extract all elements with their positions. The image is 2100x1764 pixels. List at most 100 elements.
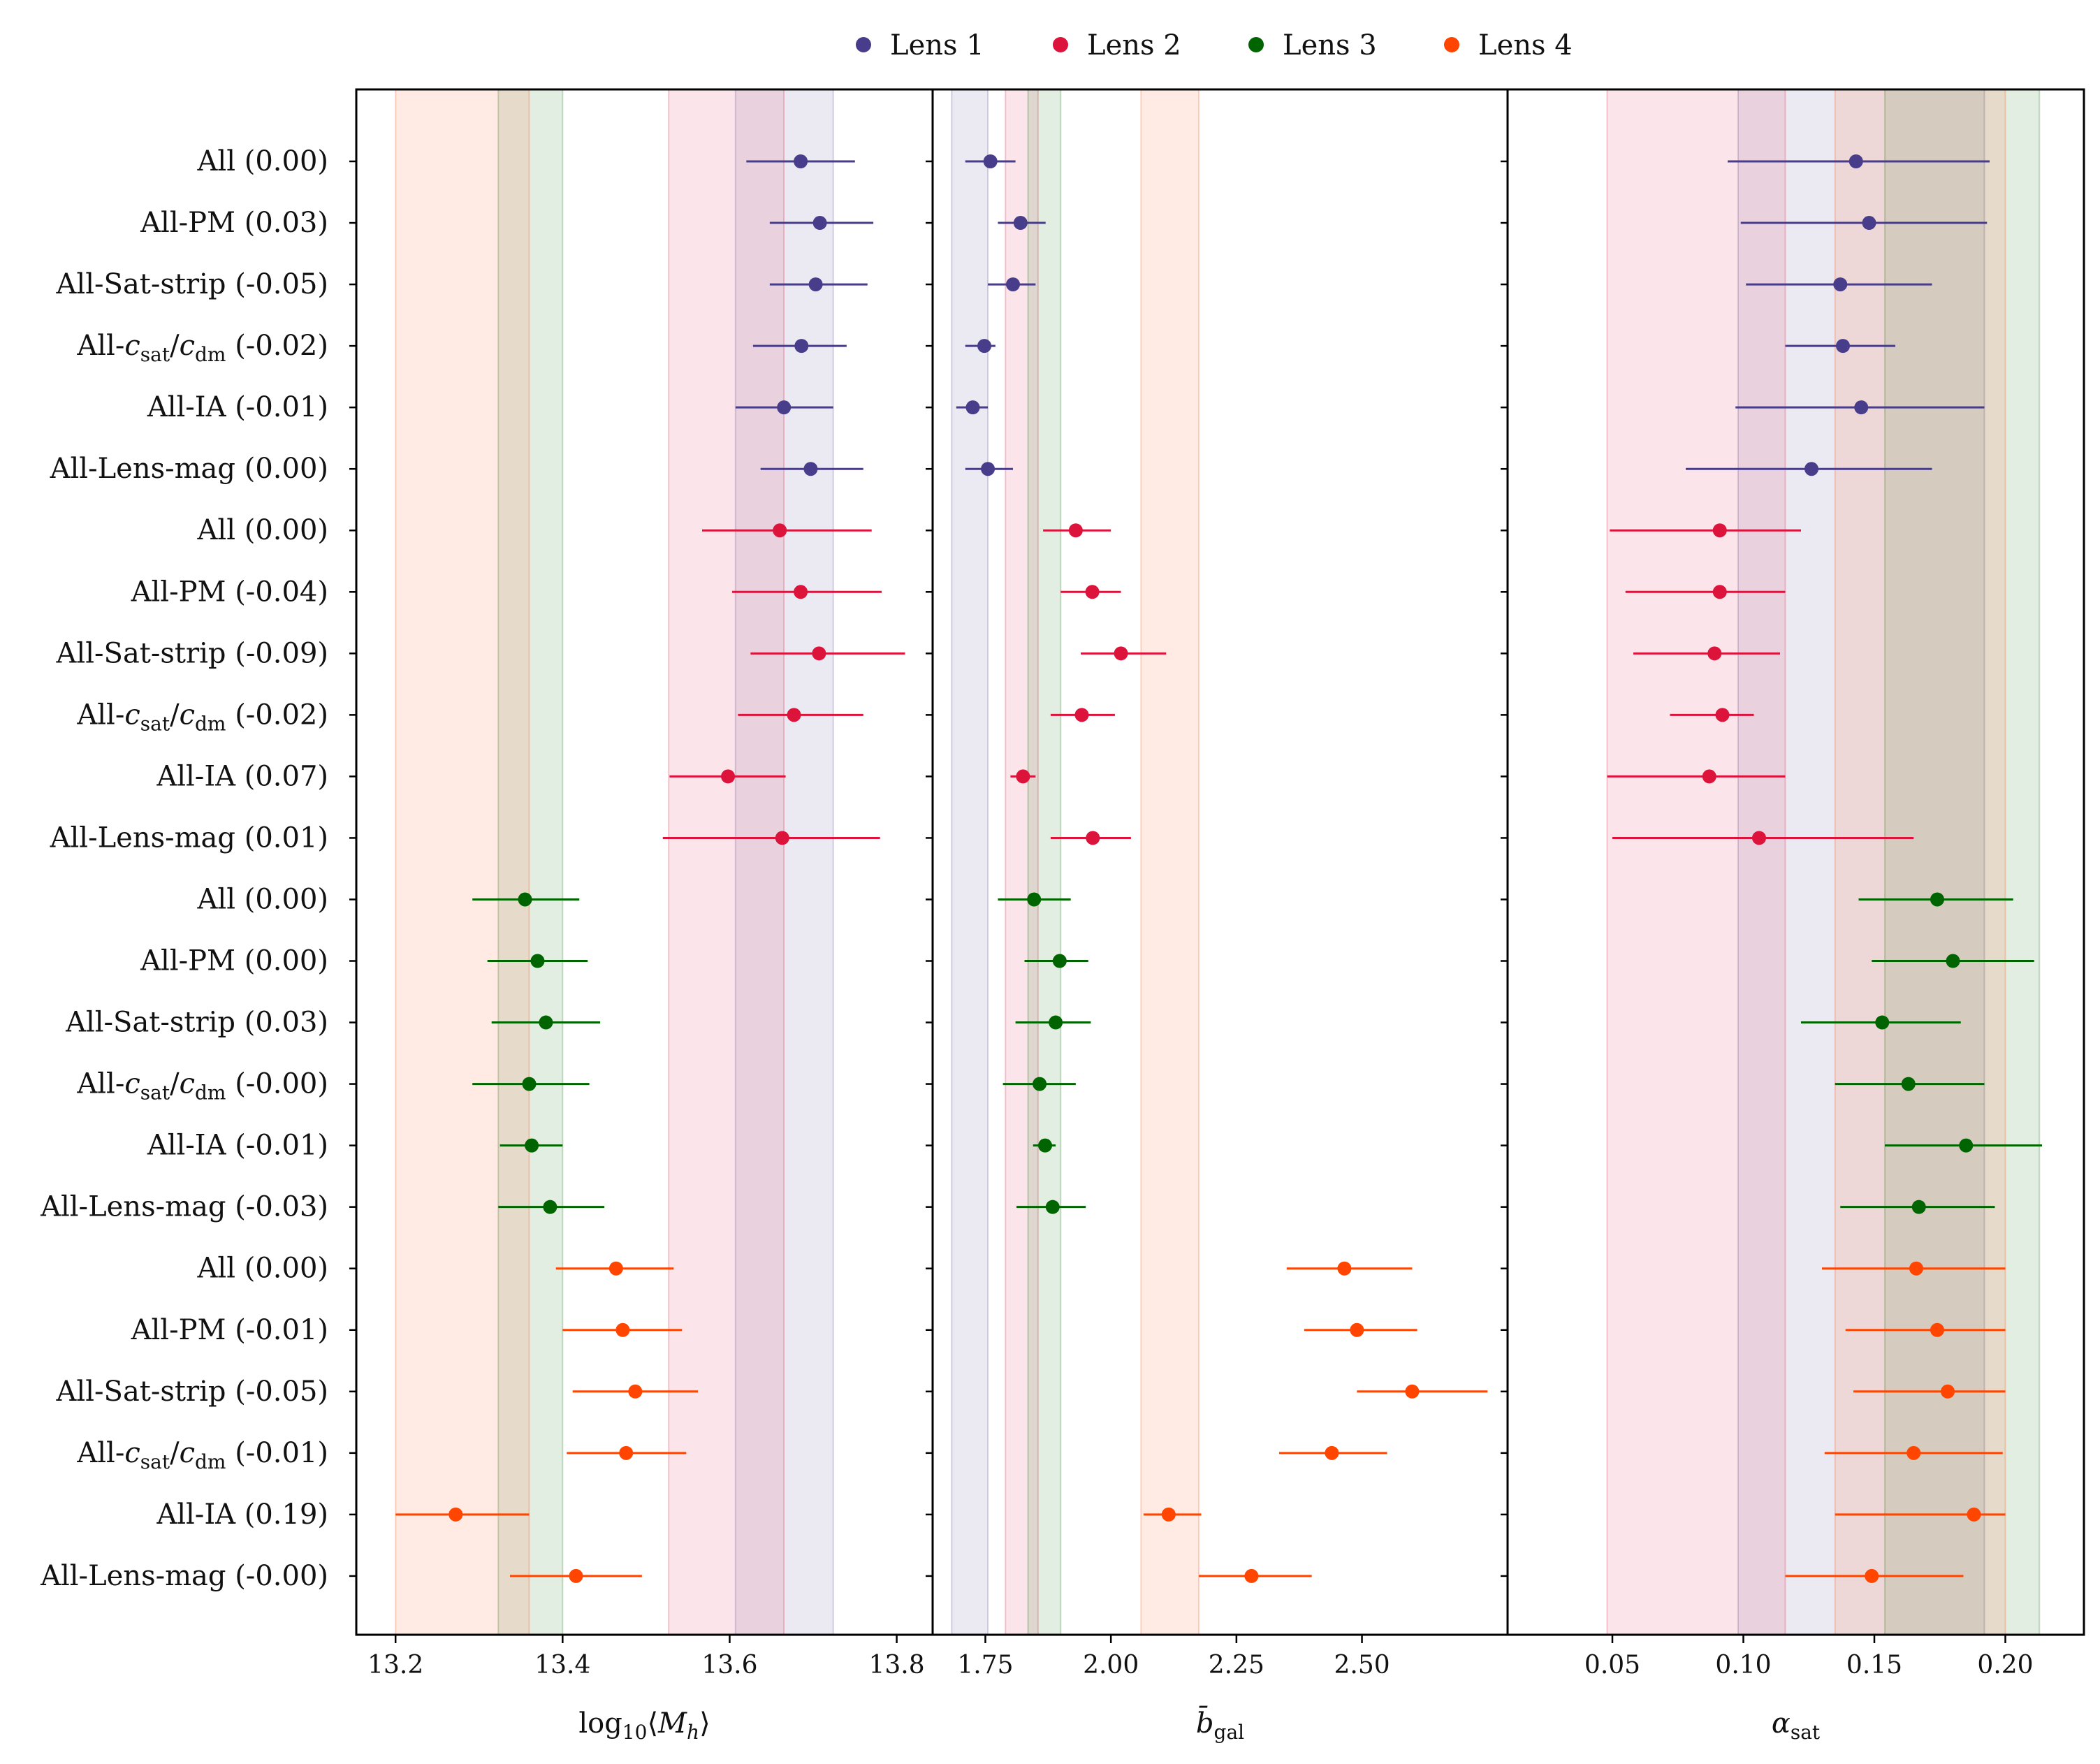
point-panel3-row24 [1865, 1568, 1879, 1583]
row-label: All (0.00) [197, 883, 328, 915]
xtick-label: 2.00 [1083, 1651, 1139, 1679]
row-label: All-IA (0.19) [156, 1499, 328, 1531]
point-panel2-row4 [977, 339, 992, 353]
row-label: All-PM (0.00) [140, 945, 328, 977]
point-panel1-row22 [619, 1445, 634, 1460]
row-label: All-csat/cdm (-0.00) [76, 1068, 328, 1105]
band-panel2-lens4 [1140, 89, 1200, 1635]
point-panel3-row13 [1930, 892, 1944, 907]
point-panel3-row20 [1930, 1322, 1944, 1337]
xtick-label: 0.05 [1584, 1651, 1640, 1679]
point-panel2-row10 [1074, 708, 1089, 722]
legend-label-lens-1: Lens 1 [890, 29, 984, 61]
point-panel2-row23 [1161, 1507, 1176, 1522]
point-panel2-row11 [1016, 769, 1030, 784]
row-label: All-Sat-strip (-0.05) [56, 268, 328, 300]
point-panel2-row3 [1006, 277, 1021, 292]
point-panel1-row20 [615, 1322, 630, 1337]
point-panel1-row23 [449, 1507, 463, 1522]
band-panel1-lens1 [734, 89, 834, 1635]
point-panel3-row21 [1941, 1384, 1955, 1399]
xtick-label: 0.15 [1846, 1651, 1902, 1679]
xtick-label: 0.20 [1977, 1651, 2033, 1679]
xtick-label: 1.75 [957, 1651, 1013, 1679]
legend-marker-lens-4 [1444, 37, 1459, 52]
point-panel1-row21 [628, 1384, 643, 1399]
band-panel1-lens4 [395, 89, 530, 1635]
legend-marker-lens-3 [1248, 37, 1264, 52]
xtick-label: 13.4 [534, 1651, 590, 1679]
row-label: All-PM (-0.04) [131, 576, 328, 608]
point-panel2-row9 [1114, 646, 1128, 661]
point-panel1-row6 [803, 462, 818, 476]
row-label: All-Lens-mag (0.01) [50, 822, 328, 854]
point-panel3-row12 [1752, 831, 1766, 845]
point-panel2-row24 [1244, 1568, 1259, 1583]
point-panel3-row9 [1707, 646, 1722, 661]
row-label: All-csat/cdm (-0.02) [76, 699, 328, 735]
point-panel2-row18 [1045, 1200, 1060, 1214]
legend-marker-lens-2 [1053, 37, 1068, 52]
point-panel2-row13 [1027, 892, 1042, 907]
legend-marker-lens-1 [856, 37, 871, 52]
band-panel3-lens2 [1606, 89, 1786, 1635]
row-label: All-IA (0.07) [156, 760, 328, 792]
point-panel1-row11 [721, 769, 736, 784]
row-label: All-PM (0.03) [140, 207, 328, 239]
row-label: All-IA (-0.01) [147, 391, 328, 423]
row-label: All (0.00) [197, 1253, 328, 1285]
row-label: All-PM (-0.01) [131, 1314, 328, 1346]
point-panel2-row22 [1325, 1445, 1339, 1460]
row-label: All-IA (-0.01) [147, 1130, 328, 1162]
point-panel2-row14 [1052, 954, 1067, 968]
row-label: All-Lens-mag (0.00) [50, 453, 328, 485]
point-panel3-row7 [1712, 523, 1727, 538]
point-panel2-row17 [1038, 1138, 1053, 1153]
xtick-label: 2.50 [1334, 1651, 1390, 1679]
point-panel1-row13 [518, 892, 532, 907]
point-panel2-row7 [1068, 523, 1083, 538]
point-panel2-row19 [1337, 1261, 1352, 1276]
point-panel3-row1 [1849, 154, 1863, 168]
point-panel3-row19 [1909, 1261, 1923, 1276]
row-label: All-Lens-mag (-0.03) [40, 1191, 328, 1223]
band-panel1-lens3 [497, 89, 564, 1635]
legend-label-lens-3: Lens 3 [1283, 29, 1377, 61]
xtick-label: 0.10 [1715, 1651, 1771, 1679]
point-panel1-row19 [608, 1261, 623, 1276]
point-panel3-row10 [1715, 708, 1730, 722]
point-panel1-row17 [525, 1138, 539, 1153]
row-label: All (0.00) [197, 145, 328, 177]
point-panel2-row12 [1086, 831, 1100, 845]
point-panel3-row8 [1712, 585, 1727, 599]
legend-label-lens-4: Lens 4 [1478, 29, 1573, 61]
band-panel2-lens1 [951, 89, 989, 1635]
point-panel2-row21 [1405, 1384, 1420, 1399]
point-panel3-row6 [1804, 462, 1818, 476]
point-panel1-row8 [794, 585, 808, 599]
band-panel3-lens3 [1884, 89, 2041, 1635]
x-axis-label-3: αsat [1772, 1707, 1821, 1744]
panel-frame-3 [1506, 88, 2085, 1636]
row-label: All-csat/cdm (-0.01) [76, 1437, 328, 1473]
xtick-label: 13.6 [701, 1651, 757, 1679]
xtick-label: 2.25 [1209, 1651, 1264, 1679]
point-panel3-row3 [1833, 277, 1848, 292]
row-label: All-Sat-strip (0.03) [65, 1007, 328, 1039]
point-panel2-row8 [1085, 585, 1100, 599]
x-axis-label-1: log10⟨Mh⟩ [578, 1707, 710, 1744]
point-panel3-row15 [1875, 1015, 1890, 1030]
point-panel1-row10 [787, 708, 801, 722]
point-panel2-row5 [965, 400, 980, 415]
row-label: All-csat/cdm (-0.02) [76, 330, 328, 366]
point-panel1-row7 [773, 523, 787, 538]
point-panel2-row2 [1013, 216, 1028, 231]
point-panel1-row2 [812, 216, 827, 231]
point-panel3-row5 [1854, 400, 1869, 415]
point-panel1-row14 [530, 954, 545, 968]
point-panel2-row16 [1033, 1077, 1047, 1091]
point-panel1-row9 [812, 646, 826, 661]
row-label: All (0.00) [197, 514, 328, 546]
point-panel1-row1 [794, 154, 808, 168]
